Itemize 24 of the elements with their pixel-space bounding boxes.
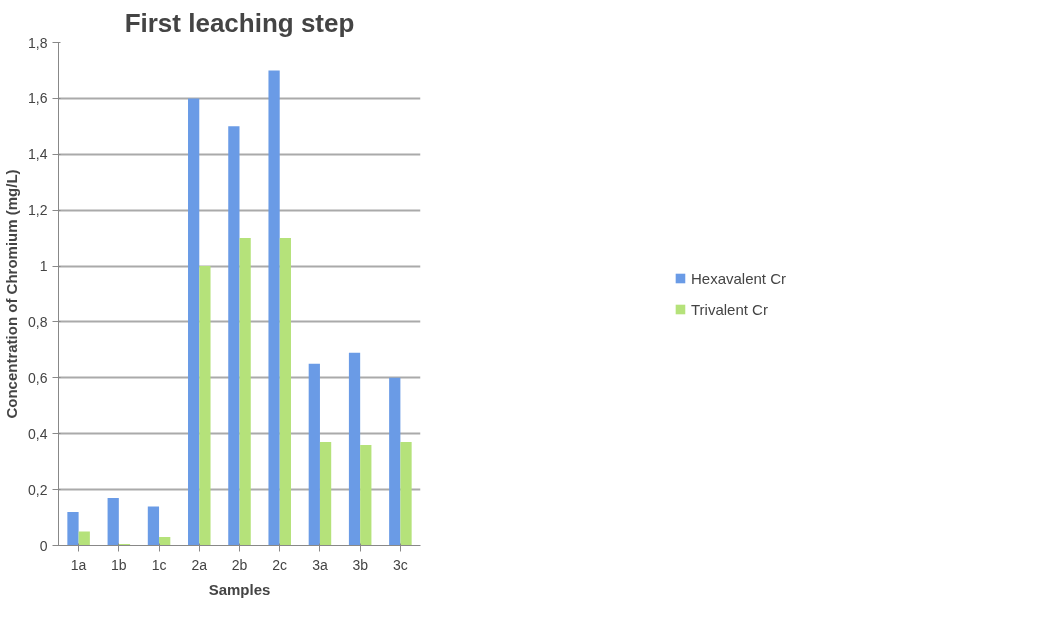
y-tick-label: 1,6 xyxy=(28,90,48,107)
legend-label: Hexavalent Cr xyxy=(690,269,787,287)
x-tick-label: 3a xyxy=(312,556,328,573)
y-tick-label: 1,8 xyxy=(28,34,48,51)
y-tick-label: 0,4 xyxy=(28,425,48,442)
x-tick-label: 2b xyxy=(231,556,248,573)
y-tick-label: 1,2 xyxy=(28,202,48,219)
x-tick-label: 1a xyxy=(70,556,87,573)
x-axis-title: Samples xyxy=(208,580,271,598)
x-tick-label: 1b xyxy=(111,556,127,573)
y-tick-label: 0,8 xyxy=(28,313,48,330)
y-tick-label: 0,6 xyxy=(28,369,48,386)
y-tick-label: 0,2 xyxy=(28,481,48,498)
legend-label: Trivalent Cr xyxy=(690,300,768,318)
x-tick-label: 3b xyxy=(352,556,369,573)
x-tick-label: 2c xyxy=(272,556,288,573)
y-axis-title: Concentration of Chromium (mg/L) xyxy=(3,169,21,419)
x-tick-label: 1c xyxy=(151,556,167,573)
x-tick-label: 2a xyxy=(191,556,208,573)
y-tick-label: 1,4 xyxy=(28,146,48,163)
x-tick-label: 3c xyxy=(393,556,408,573)
chart-title: First leaching step xyxy=(124,7,355,38)
y-tick-label: 0 xyxy=(39,537,48,554)
y-tick-label: 1 xyxy=(39,258,48,275)
